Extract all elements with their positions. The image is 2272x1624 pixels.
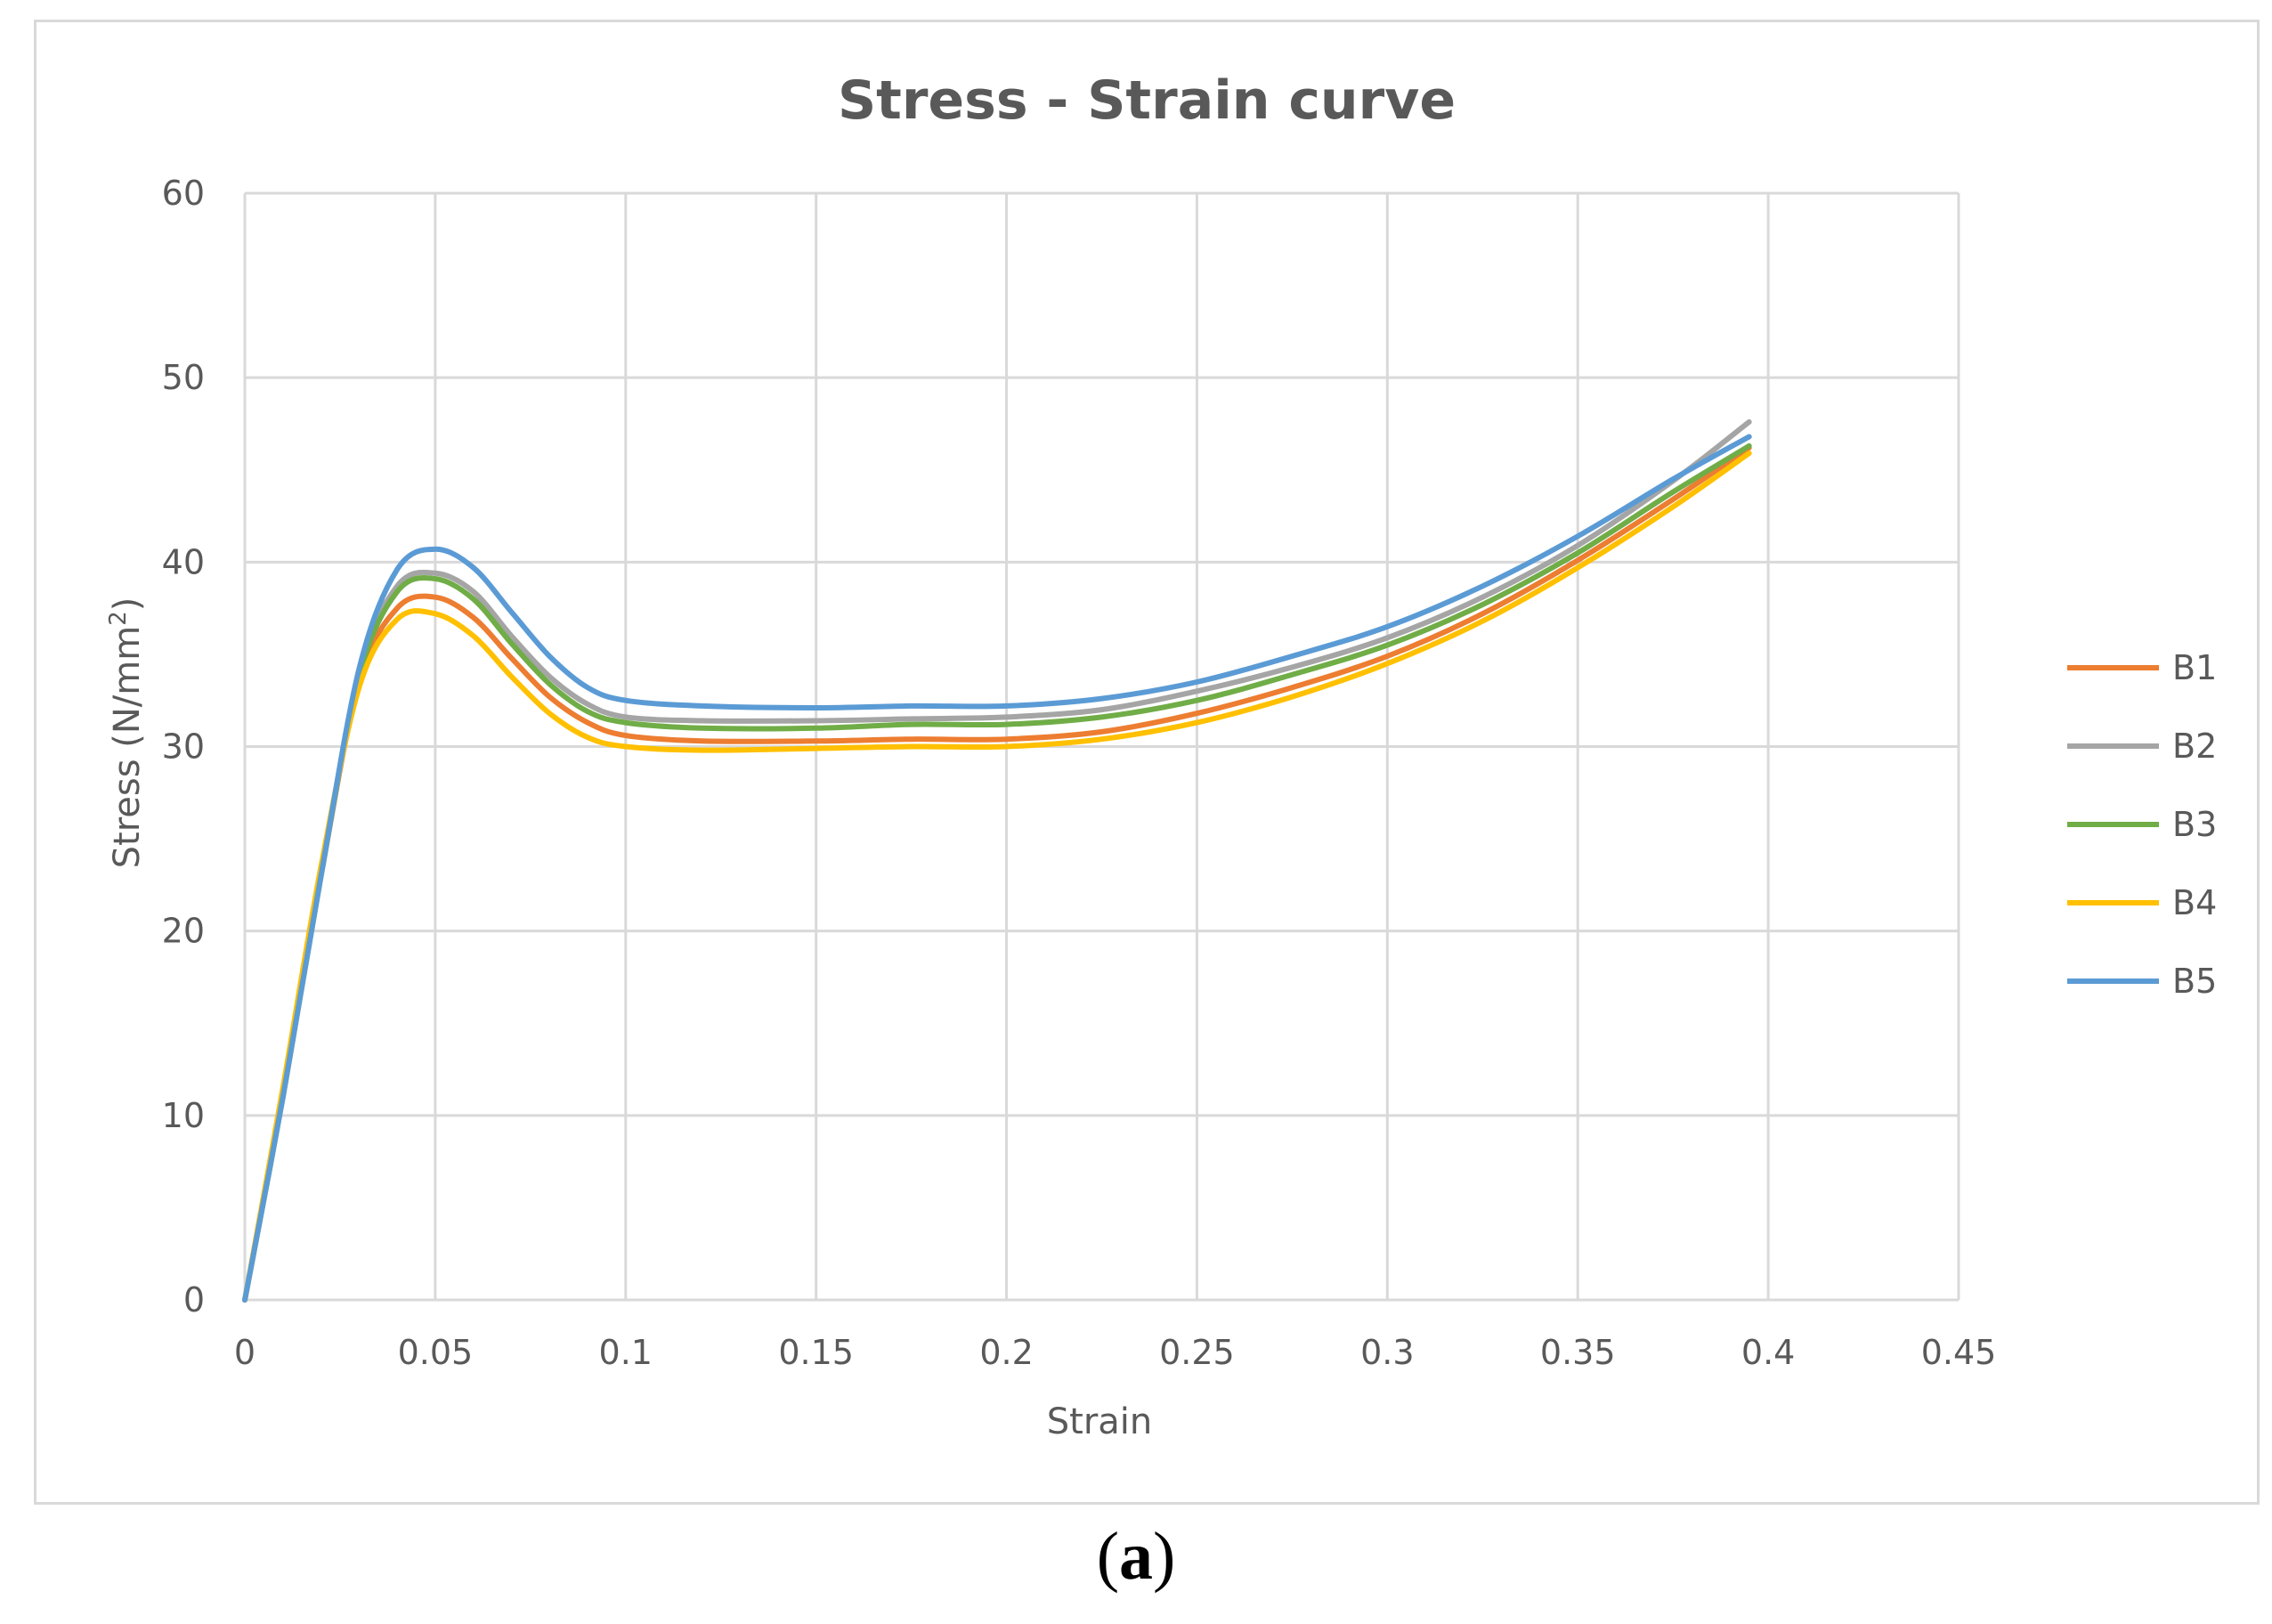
y-axis-title: Stress (N/mm2) (105, 597, 148, 869)
legend-label-b2: B2 (2172, 727, 2217, 766)
y-tick-label: 10 (162, 1096, 205, 1135)
x-tick-label: 0.3 (1360, 1333, 1414, 1372)
x-tick-label: 0.4 (1741, 1333, 1795, 1372)
x-tick-label: 0 (234, 1333, 256, 1372)
y-axis-title-main: Stress (N/mm (107, 626, 148, 869)
series-layer (242, 418, 1752, 1303)
y-tick-label: 0 (183, 1280, 205, 1320)
legend-label-b4: B4 (2172, 883, 2217, 922)
y-tick-label: 30 (162, 727, 205, 767)
legend-label-b3: B3 (2172, 805, 2217, 844)
x-tick-label: 0.45 (1921, 1333, 1997, 1372)
caption-close-paren: ) (1153, 1519, 1176, 1594)
figure-caption: (a) (0, 1518, 2272, 1596)
x-tick-label: 0.25 (1159, 1333, 1235, 1372)
y-tick-label: 40 (162, 542, 205, 581)
tick-label-layer: 0 0.05 0.1 0.15 0.2 0.25 0.3 0.35 0.4 0.45 0 10 20 30… (162, 174, 1997, 1372)
chart-title: Stress - Strain curve (838, 69, 1456, 132)
x-tick-label: 0.2 (979, 1333, 1033, 1372)
x-tick-label: 0.15 (778, 1333, 854, 1372)
x-tick-label: 0.35 (1540, 1333, 1616, 1372)
legend-label-b5: B5 (2172, 962, 2217, 1001)
y-tick-label: 20 (162, 912, 205, 951)
y-tick-label: 50 (162, 358, 205, 397)
series-line-b5 (242, 434, 1752, 1303)
x-axis-title: Strain (1047, 1401, 1153, 1442)
legend-label-b1: B1 (2172, 648, 2217, 687)
y-axis-title-superscript: 2 (105, 611, 132, 626)
series-line-b2 (242, 418, 1752, 1303)
y-axis-title-suffix: ) (107, 597, 148, 612)
y-tick-label: 60 (162, 174, 205, 213)
chart-frame (34, 20, 2260, 1505)
x-tick-label: 0.05 (398, 1333, 474, 1372)
grid-layer (243, 191, 1960, 1302)
caption-open-paren: ( (1096, 1519, 1119, 1594)
caption-letter: a (1119, 1519, 1153, 1594)
x-tick-label: 0.1 (599, 1333, 653, 1372)
legend: B1 B2 B3 B4 B5 (2067, 648, 2217, 1001)
series-line-b4 (242, 451, 1752, 1303)
